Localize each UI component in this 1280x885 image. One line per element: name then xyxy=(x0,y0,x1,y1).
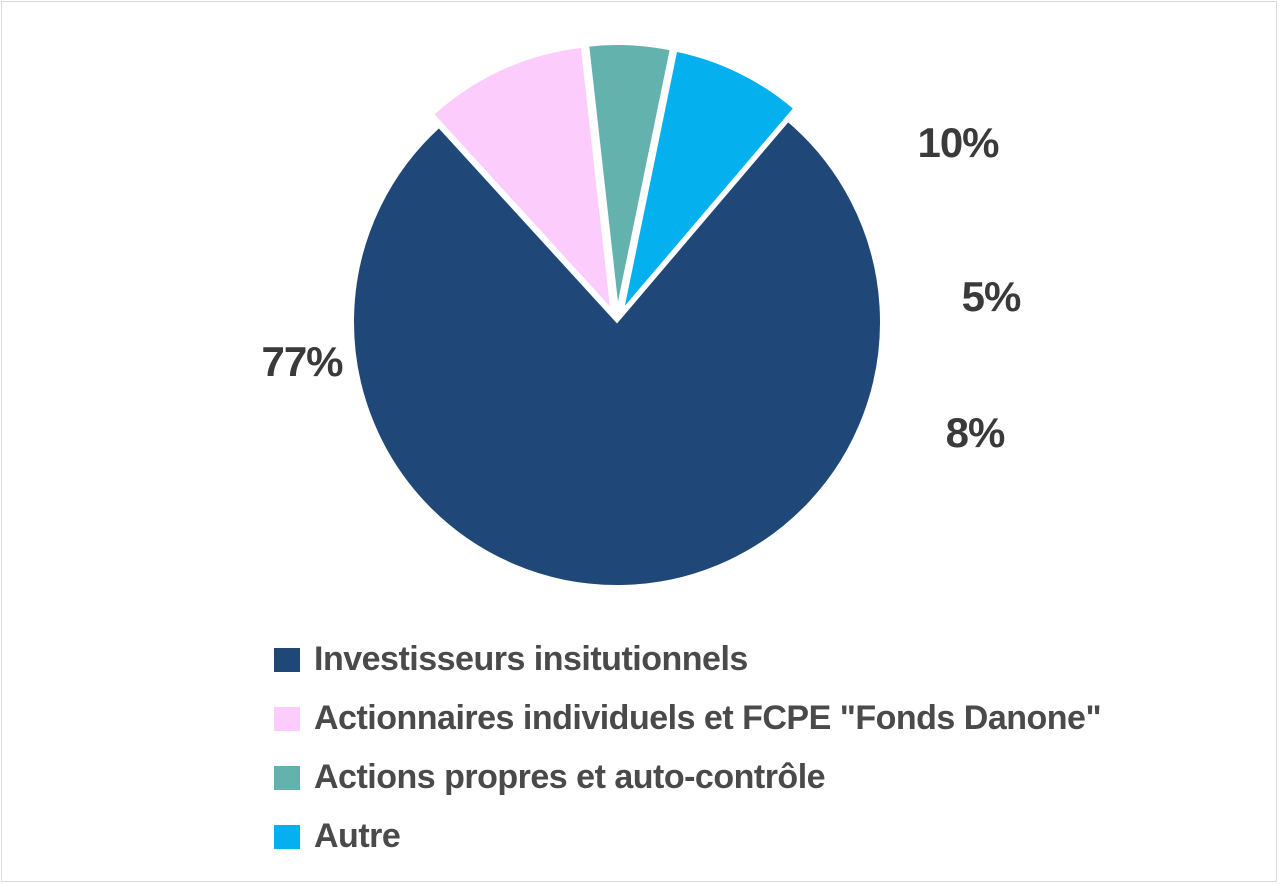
legend-swatch-1 xyxy=(274,706,300,731)
pie-slice-1 xyxy=(431,45,613,313)
slice-label-2: 5% xyxy=(962,273,1021,320)
legend-swatch-3 xyxy=(274,824,300,849)
pie-slice-0 xyxy=(352,119,882,587)
slice-label-1: 10% xyxy=(917,119,999,166)
pie-slice-2 xyxy=(587,43,672,309)
legend-label-3: Autre xyxy=(314,817,401,855)
legend-swatch-0 xyxy=(274,647,300,672)
pie-chart: 77% 10% 5% 8% xyxy=(261,43,1022,587)
legend: Investisseurs insitutionnels Actionnaires… xyxy=(274,630,1102,866)
legend-swatch-2 xyxy=(274,765,300,790)
legend-item-0: Investisseurs insitutionnels xyxy=(274,630,1101,689)
legend-label-0: Investisseurs insitutionnels xyxy=(314,640,748,678)
legend-label-1: Actionnaires individuels et FCPE "Fonds … xyxy=(314,699,1102,737)
legend-item-2: Actions propres et auto-contrôle xyxy=(274,748,1101,807)
legend-label-2: Actions propres et auto-contrôle xyxy=(314,758,826,796)
pie-slice-3 xyxy=(622,49,796,311)
legend-item-3: Autre xyxy=(274,807,1101,866)
legend-item-1: Actionnaires individuels et FCPE "Fonds … xyxy=(274,689,1102,748)
slice-label-3: 8% xyxy=(946,409,1005,456)
slice-label-0: 77% xyxy=(261,338,343,385)
